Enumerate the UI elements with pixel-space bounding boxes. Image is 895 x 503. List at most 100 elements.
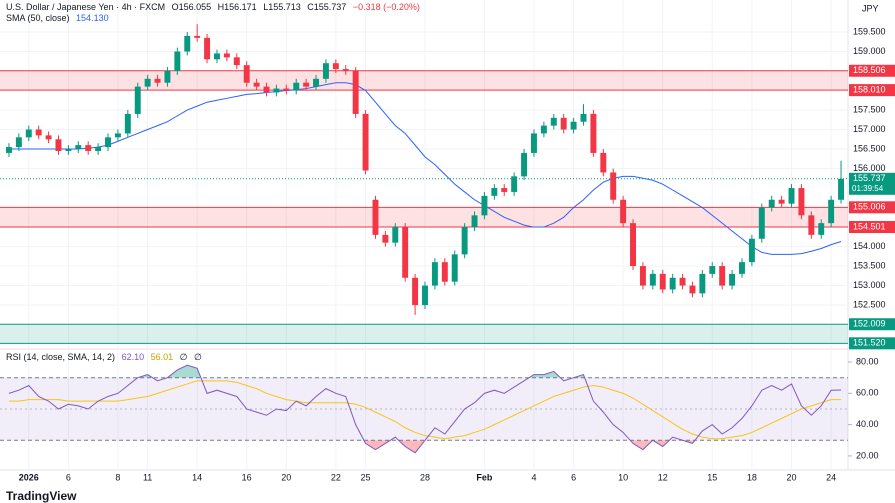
candle-body (788, 188, 795, 204)
candle-body (649, 273, 656, 286)
candle-body (689, 285, 696, 294)
candle-body (639, 266, 646, 286)
y-tick-label: 156.500 (853, 143, 886, 153)
countdown: 01:39:54 (852, 184, 884, 193)
candle-body (352, 71, 359, 114)
price-label-box (849, 337, 895, 350)
candle-body (521, 152, 528, 177)
ohlc-change: −0.318 (−0.20%) (352, 2, 420, 12)
candle-body (540, 125, 547, 134)
candle-body (719, 266, 726, 286)
zone (0, 207, 848, 228)
price-label-box (849, 84, 895, 97)
candle-body (184, 35, 191, 52)
candle-body (748, 238, 755, 263)
rsi-tick-label: 20.00 (856, 450, 879, 460)
candle-body (471, 215, 478, 228)
candle-body (114, 133, 121, 138)
candle-body (630, 223, 636, 267)
candle-body (669, 277, 676, 290)
y-tick-label: 157.500 (853, 104, 886, 114)
price-label-box (849, 221, 895, 234)
candle-body (15, 137, 22, 148)
candle-body (620, 199, 627, 224)
candle-body (25, 129, 32, 138)
price-label: 158.010 (853, 84, 886, 94)
candle-body (709, 266, 716, 274)
candle-body (412, 277, 419, 306)
y-tick-label: 154.000 (853, 241, 886, 251)
candle-body (194, 35, 201, 38)
candle-body (768, 199, 775, 208)
x-tick-label: 16 (242, 472, 252, 482)
price-label: 152.009 (853, 319, 886, 329)
candle-body (679, 277, 686, 286)
x-tick-label: 2026 (19, 472, 39, 482)
price-label-box (849, 318, 895, 331)
sma-legend: SMA (50, close) 154.130 (6, 13, 113, 23)
candle-body (461, 227, 468, 255)
ohlc-low: L155.713 (263, 2, 301, 12)
zone (0, 324, 848, 344)
candle-body (5, 147, 12, 153)
candle-body (501, 188, 508, 192)
x-tick-label: 10 (618, 472, 628, 482)
y-tick-label: 157.000 (853, 124, 886, 134)
candle-body (65, 149, 72, 151)
y-tick-label: 156.000 (853, 163, 886, 173)
candle-body (214, 53, 220, 60)
candle-body (303, 82, 310, 87)
zone (0, 70, 848, 91)
x-tick-label: 15 (707, 472, 717, 482)
y-tick-label: 152.500 (853, 299, 886, 309)
candle-body (600, 152, 607, 173)
candle-body (402, 227, 409, 278)
candle-body (530, 133, 537, 153)
y-tick-label: 159.000 (853, 46, 886, 56)
rsi-sma-line (8, 380, 842, 440)
candle-body (659, 273, 666, 290)
y-tick-label: 153.000 (853, 280, 886, 290)
candle-body (808, 215, 815, 235)
x-tick-label: 6 (571, 472, 576, 482)
candle-body (451, 254, 458, 282)
x-tick-label: 25 (361, 472, 371, 482)
x-tick-label: 24 (826, 472, 836, 482)
price-label-box (849, 201, 895, 214)
rsi-legend: RSI (14, close, SMA, 14, 2) 62.10 56.01 … (6, 352, 206, 363)
rsi-tick-label: 80.00 (856, 356, 879, 366)
y-tick-label: 159.500 (853, 26, 886, 36)
candle-body (550, 117, 557, 126)
candle-body (85, 145, 92, 151)
rsi-tick-label: 60.00 (856, 388, 879, 398)
rsi-value: 62.10 (121, 352, 145, 362)
candle-body (491, 188, 498, 196)
candle-body (570, 121, 577, 130)
price-label-box (849, 172, 895, 195)
x-tick-label: 12 (658, 472, 668, 482)
candle-body (273, 88, 280, 93)
sma-value: 154.130 (76, 13, 109, 23)
x-tick-label: 20 (787, 472, 797, 482)
candle-body (253, 82, 260, 87)
x-tick-label: 18 (747, 472, 757, 482)
candle-body (204, 37, 211, 60)
rsi-name: RSI (14, close, SMA, 14, 2) (6, 352, 116, 362)
candle-body (699, 273, 706, 294)
candle-body (560, 117, 567, 130)
candle-body (511, 176, 518, 192)
candle-body (481, 195, 488, 216)
candle-body (382, 234, 389, 243)
candle-body (174, 51, 181, 72)
candle-body (828, 199, 835, 224)
price-label-box (849, 64, 895, 77)
rsi-tick-label: 40.00 (856, 419, 879, 429)
candle-body (154, 78, 161, 83)
x-tick-label: Feb (476, 472, 493, 482)
sma-name: SMA (50, close) (6, 13, 70, 23)
candle-body (75, 145, 82, 150)
candle-body (95, 147, 102, 151)
candle-body (233, 57, 240, 66)
